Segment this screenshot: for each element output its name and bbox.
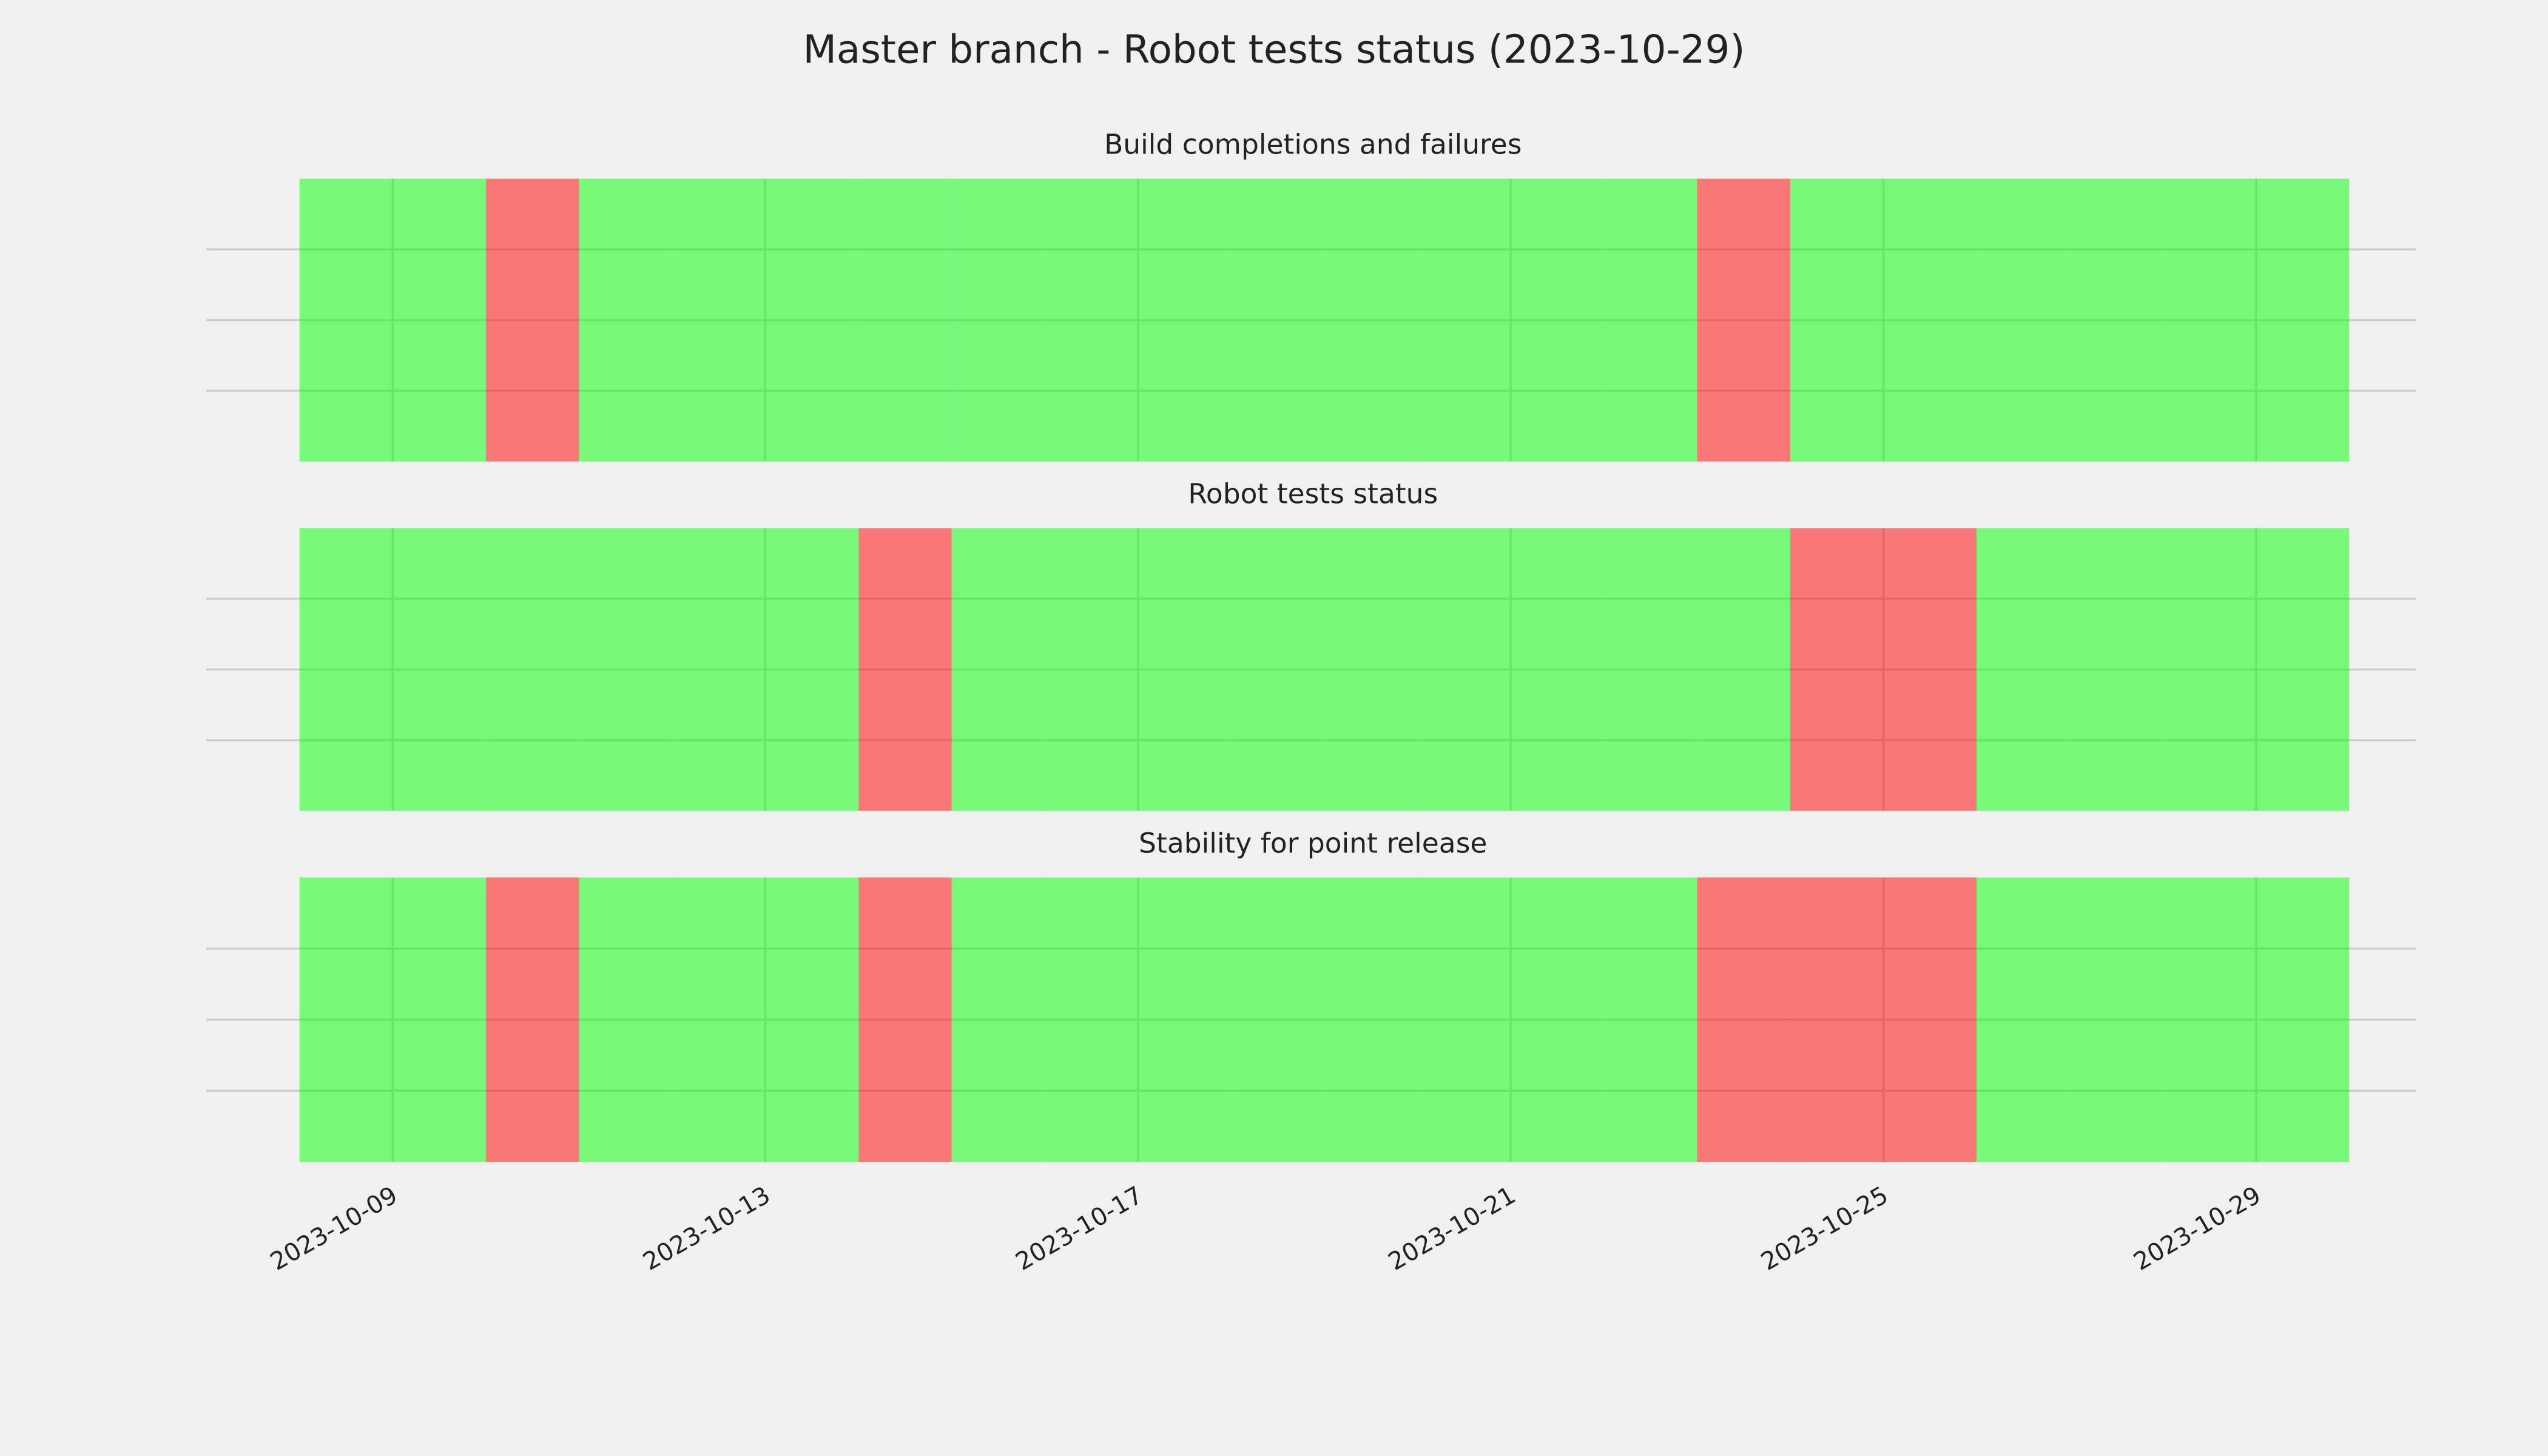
status-bar: [1977, 178, 2070, 462]
plot-root: Master branch - Robot tests status (2023…: [206, 27, 2417, 1276]
status-bar: [672, 528, 766, 811]
status-bar: [858, 877, 952, 1162]
status-bar: [1603, 178, 1697, 462]
status-bar: [579, 178, 673, 462]
status-bar: [1603, 877, 1697, 1162]
status-bar: [1790, 528, 1884, 811]
status-bar: [1511, 877, 1604, 1162]
status-bar: [579, 877, 673, 1162]
status-bar: [2256, 528, 2350, 811]
status-bar: [393, 178, 486, 462]
status-bar: [1324, 877, 1418, 1162]
status-bar: [299, 877, 393, 1162]
status-bar: [2256, 877, 2350, 1162]
status-bar: [1417, 178, 1511, 462]
status-bar: [1231, 178, 1325, 462]
status-bar: [2069, 178, 2163, 462]
status-bar: [1138, 528, 1232, 811]
panel-title: Robot tests status: [1188, 477, 1438, 510]
status-bar: [2163, 528, 2256, 811]
status-bar: [1790, 178, 1884, 462]
status-bar: [1324, 528, 1418, 811]
status-bar: [299, 178, 393, 462]
status-bar: [765, 528, 859, 811]
status-bar: [485, 877, 579, 1162]
status-bar: [1511, 178, 1604, 462]
panel-title: Build completions and failures: [1104, 129, 1522, 161]
status-bar: [2256, 178, 2350, 462]
status-bar: [579, 528, 673, 811]
status-bar: [299, 528, 393, 811]
status-bar: [1324, 178, 1418, 462]
panel-title: Stability for point release: [1139, 827, 1487, 859]
status-bar: [2163, 877, 2256, 1162]
status-bar: [2163, 178, 2256, 462]
status-bar: [858, 178, 952, 462]
status-bar: [1883, 528, 1977, 811]
status-bar: [1790, 877, 1884, 1162]
status-bar: [765, 178, 859, 462]
status-bar: [1511, 528, 1604, 811]
status-bar: [1045, 178, 1138, 462]
status-bar: [485, 528, 579, 811]
status-bar: [1045, 877, 1138, 1162]
status-bar: [1697, 178, 1790, 462]
status-bar: [1883, 877, 1977, 1162]
status-bar: [1883, 178, 1977, 462]
status-bar: [1138, 178, 1232, 462]
status-bar: [393, 528, 486, 811]
status-bar: [1603, 528, 1697, 811]
status-bar: [2069, 877, 2163, 1162]
status-bar: [485, 178, 579, 462]
status-bar: [1977, 528, 2070, 811]
status-bar: [1417, 528, 1511, 811]
status-bar: [1231, 528, 1325, 811]
status-bar: [1697, 877, 1790, 1162]
chart-title: Master branch - Robot tests status (2023…: [803, 27, 1745, 72]
status-bar: [951, 528, 1045, 811]
status-bar: [1045, 528, 1138, 811]
status-bar: [765, 877, 859, 1162]
status-bar: [858, 528, 952, 811]
status-bar: [1697, 528, 1790, 811]
status-bar: [951, 877, 1045, 1162]
status-bar: [951, 178, 1045, 462]
status-bar: [1231, 877, 1325, 1162]
status-bar: [393, 877, 486, 1162]
status-bar: [1138, 877, 1232, 1162]
status-bar: [2069, 528, 2163, 811]
status-bar: [1417, 877, 1511, 1162]
status-bar: [672, 877, 766, 1162]
status-bar: [672, 178, 766, 462]
status-bar: [1977, 877, 2070, 1162]
